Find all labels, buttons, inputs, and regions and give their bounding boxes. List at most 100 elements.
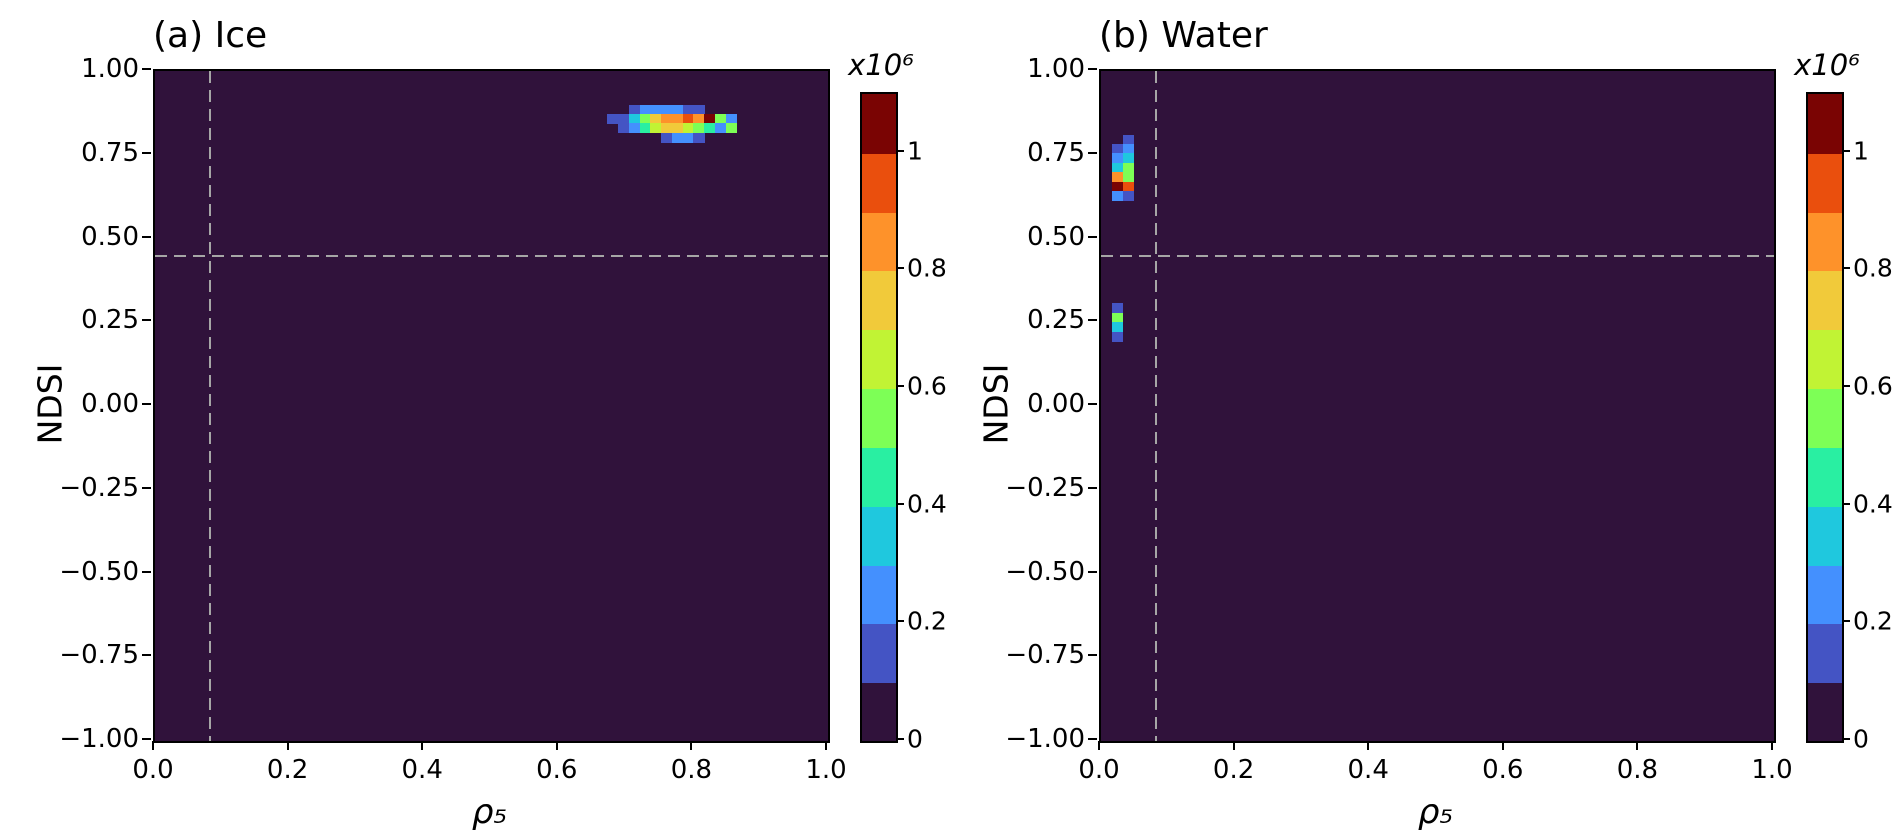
y-tick-mark: [142, 151, 151, 154]
x-tick-label: 0.4: [1347, 755, 1389, 785]
heatmap-cell: [639, 113, 651, 124]
colorbar-tick-label: 0.8: [1853, 253, 1892, 283]
colorbar-tick-mark: [896, 620, 904, 623]
heatmap-cell: [693, 113, 705, 124]
y-tick-mark: [142, 235, 151, 238]
x-tick-label: 0.8: [670, 755, 713, 785]
x-tick-mark: [286, 741, 289, 750]
heatmap-cell: [725, 123, 737, 134]
y-tick-label: −0.50: [59, 556, 139, 587]
colorbar-tick-label: 0.4: [1853, 489, 1892, 519]
heatmap-cell: [682, 123, 694, 134]
y-tick-label: 0.75: [81, 137, 139, 168]
colorbar-segment: [1808, 388, 1842, 448]
colorbar-segment: [862, 564, 896, 625]
x-tick-label: 0.2: [1212, 755, 1255, 785]
colorbar-tick-label: 1: [1853, 136, 1869, 166]
colorbar-segment: [1808, 505, 1842, 566]
heatmap-cell: [1111, 312, 1124, 323]
heatmap-cell: [671, 113, 684, 124]
colorbar-exponent-label: x10⁶: [848, 48, 914, 82]
heatmap-cell: [661, 123, 673, 134]
heatmap-cell: [1111, 322, 1124, 333]
x-tick-mark: [421, 741, 424, 750]
heatmap-cell: [618, 113, 630, 124]
y-tick-label: 0.00: [1027, 389, 1085, 419]
y-tick-label: 0.75: [1027, 137, 1085, 168]
colorbar-segment: [1808, 152, 1842, 213]
colorbar-tick-mark: [896, 267, 904, 270]
colorbar-tick-mark: [1842, 620, 1850, 623]
colorbar-segment: [1808, 94, 1842, 154]
x-tick-mark: [1771, 741, 1773, 750]
heatmap-cell: [1111, 303, 1124, 314]
colorbar: [1806, 92, 1844, 743]
x-tick-label: 0.0: [132, 755, 174, 785]
heatmap-cell: [661, 104, 673, 115]
x-tick-label: 0.8: [1616, 755, 1659, 785]
heatmap-cell: [671, 132, 684, 143]
panel-title: (b) Water: [1099, 15, 1268, 56]
y-tick-mark: [1088, 319, 1097, 322]
heatmap-cell: [693, 123, 705, 134]
colorbar-tick-mark: [1842, 502, 1850, 505]
x-tick-label: 1.0: [1751, 755, 1793, 785]
heatmap-cell: [1111, 172, 1124, 183]
heatmap-cell: [704, 113, 716, 124]
y-tick-mark: [1088, 738, 1097, 740]
colorbar-segment: [862, 682, 896, 741]
y-tick-label: −0.75: [59, 640, 139, 671]
colorbar-segment: [862, 505, 896, 566]
y-tick-mark: [142, 68, 151, 70]
y-tick-mark: [1088, 654, 1097, 657]
heatmap-cell: [1111, 153, 1124, 164]
heatmap-cell: [1122, 153, 1134, 164]
heatmap-cell: [650, 123, 662, 134]
y-tick-mark: [1088, 235, 1097, 238]
heatmap-cell: [618, 123, 630, 134]
plot-area: [1099, 69, 1776, 743]
y-tick-label: 1.00: [1027, 54, 1085, 84]
y-tick-label: 0.00: [81, 389, 139, 419]
colorbar-segment: [862, 388, 896, 448]
colorbar-tick-mark: [896, 738, 904, 740]
heatmap-cell: [714, 123, 727, 134]
colorbar-segment: [862, 623, 896, 684]
heatmap-cell: [1122, 181, 1134, 192]
x-tick-mark: [1367, 741, 1370, 750]
colorbar-segment: [1808, 329, 1842, 390]
y-tick-mark: [1088, 151, 1097, 154]
colorbar-tick-label: 0.2: [1853, 606, 1892, 636]
y-tick-label: −0.75: [1005, 640, 1085, 671]
y-tick-mark: [1088, 403, 1097, 405]
heatmap-cell: [661, 113, 673, 124]
colorbar-tick-mark: [896, 502, 904, 505]
y-tick-mark: [142, 403, 151, 405]
colorbar-tick-mark: [896, 149, 904, 152]
colorbar-segment: [1808, 623, 1842, 684]
heatmap-cell: [1111, 162, 1124, 173]
y-tick-mark: [1088, 486, 1097, 489]
plot-area: [153, 69, 830, 743]
colorbar-tick-label: 0.2: [907, 606, 947, 636]
x-tick-label: 1.0: [805, 755, 847, 785]
x-axis-label: ρ₅: [1417, 792, 1454, 832]
y-tick-label: −0.25: [59, 472, 139, 503]
heatmap-cell: [628, 104, 641, 115]
y-tick-mark: [142, 654, 151, 657]
threshold-line-vertical: [1154, 71, 1157, 741]
heatmap-cell: [671, 123, 684, 134]
colorbar-exponent-label: x10⁶: [1794, 48, 1860, 82]
heatmap-cell: [693, 132, 705, 143]
y-tick-label: 1.00: [81, 54, 139, 84]
colorbar-segment: [862, 94, 896, 154]
y-tick-label: −0.50: [1005, 556, 1085, 587]
heatmap-cell: [682, 113, 694, 124]
colorbar-tick-label: 0.4: [907, 489, 947, 519]
colorbar-segment: [1808, 270, 1842, 331]
heatmap-cell: [1122, 172, 1134, 183]
x-tick-mark: [1098, 741, 1100, 750]
heatmap-cell: [693, 104, 705, 115]
